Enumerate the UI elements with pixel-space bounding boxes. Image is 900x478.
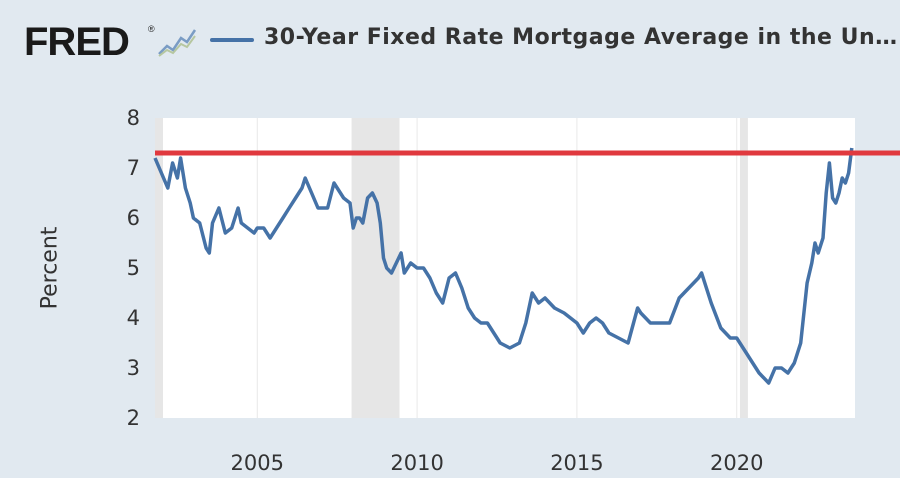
legend-swatch <box>210 38 254 42</box>
y-tick-label: 7 <box>127 156 140 180</box>
y-tick-label: 6 <box>127 206 140 230</box>
y-tick-label: 2 <box>127 406 140 430</box>
x-tick-label: 2010 <box>390 451 443 475</box>
y-tick-label: 4 <box>127 306 140 330</box>
recession-band <box>351 118 400 418</box>
y-tick-label: 3 <box>127 356 140 380</box>
x-tick-label: 2005 <box>231 451 284 475</box>
series-line <box>153 147 854 385</box>
y-tick-label: 8 <box>127 106 140 130</box>
chart-title[interactable]: 30-Year Fixed Rate Mortgage Average in t… <box>264 25 898 50</box>
recession-band <box>739 118 748 418</box>
line-chart-icon <box>157 26 197 58</box>
x-tick-label: 2020 <box>710 451 763 475</box>
y-tick-label: 5 <box>127 256 140 280</box>
x-tick-label: 2015 <box>550 451 603 475</box>
chart-header: FRED ® 30-Year Fixed Rate Mortgage Avera… <box>0 0 900 80</box>
plot-area <box>155 118 855 418</box>
recession-band <box>155 118 163 418</box>
registered-mark: ® <box>148 24 155 34</box>
fred-logo[interactable]: FRED <box>24 20 130 64</box>
